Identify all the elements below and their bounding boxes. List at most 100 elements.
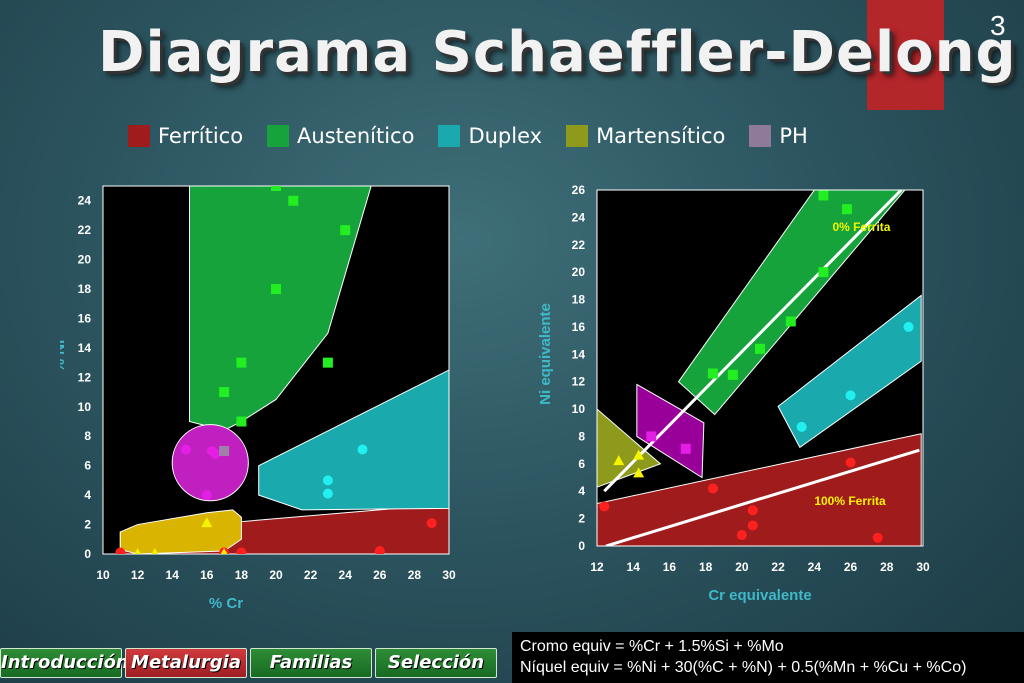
data-point bbox=[236, 547, 247, 554]
region-martenstico bbox=[597, 408, 662, 488]
y-tick-label: 18 bbox=[78, 282, 92, 296]
legend-swatch bbox=[749, 125, 772, 147]
x-tick-label: 26 bbox=[844, 560, 858, 574]
data-point bbox=[818, 190, 829, 201]
data-point bbox=[115, 547, 126, 554]
y-tick-label: 22 bbox=[572, 238, 586, 252]
data-point bbox=[613, 455, 625, 466]
title-accent-bar bbox=[867, 0, 944, 110]
y-tick-label: 20 bbox=[572, 265, 586, 279]
nav-button-introduccion[interactable]: Introducción bbox=[0, 648, 129, 678]
region-ph bbox=[636, 383, 705, 479]
region-ferrtico bbox=[597, 433, 922, 546]
data-point bbox=[134, 548, 141, 554]
y-tick-label: 6 bbox=[578, 457, 585, 471]
legend-swatch bbox=[267, 125, 290, 147]
data-point bbox=[796, 421, 807, 432]
data-point bbox=[680, 443, 691, 454]
x-tick-label: 24 bbox=[339, 568, 353, 582]
data-point bbox=[236, 416, 247, 427]
data-point bbox=[633, 467, 645, 478]
data-point bbox=[845, 457, 856, 468]
data-point bbox=[219, 387, 230, 398]
x-tick-label: 26 bbox=[373, 568, 387, 582]
x-tick-label: 18 bbox=[699, 560, 713, 574]
nav-button-metalurgia[interactable]: Metalurgia bbox=[125, 648, 247, 678]
nav-bar: Introducción Metalurgia Familias Selecci… bbox=[0, 648, 500, 678]
region-ph bbox=[171, 424, 249, 502]
legend-item-ferritico: Ferrítico bbox=[128, 124, 243, 148]
x-axis-label: % Cr bbox=[209, 595, 243, 612]
data-point bbox=[707, 368, 718, 379]
legend-item-ph: PH bbox=[749, 124, 808, 148]
legend-swatch bbox=[438, 125, 461, 147]
x-axis-label: Cr equivalente bbox=[708, 587, 811, 604]
y-tick-label: 22 bbox=[78, 223, 92, 237]
x-tick-label: 10 bbox=[96, 568, 110, 582]
legend-label: Austenítico bbox=[297, 124, 415, 148]
y-tick-label: 24 bbox=[78, 194, 92, 208]
data-point bbox=[210, 448, 221, 459]
data-point bbox=[818, 267, 829, 278]
x-tick-label: 20 bbox=[735, 560, 749, 574]
y-tick-label: 8 bbox=[84, 429, 91, 443]
legend-label: Ferrítico bbox=[158, 124, 244, 148]
data-point bbox=[872, 532, 883, 543]
y-tick-label: 4 bbox=[578, 484, 585, 498]
data-point bbox=[785, 316, 796, 327]
plot-layer bbox=[597, 190, 922, 546]
data-point bbox=[181, 444, 192, 455]
legend-label: Martensítico bbox=[596, 124, 726, 148]
data-point bbox=[201, 517, 213, 528]
y-tick-label: 4 bbox=[84, 488, 91, 502]
region-martenstico bbox=[119, 509, 242, 554]
y-tick-label: 10 bbox=[78, 400, 92, 414]
data-point bbox=[322, 475, 333, 486]
y-tick-label: 2 bbox=[84, 518, 91, 532]
ferrite-line bbox=[605, 448, 920, 546]
data-point bbox=[599, 501, 610, 512]
data-point bbox=[707, 483, 718, 494]
nav-button-seleccion[interactable]: Selección bbox=[375, 648, 497, 678]
legend-item-martensitico: Martensítico bbox=[566, 124, 725, 148]
nav-button-familias[interactable]: Familias bbox=[250, 648, 372, 678]
data-point bbox=[736, 530, 747, 541]
plot-layer bbox=[115, 186, 449, 554]
schaeffler-chart: 10 12 14 16 18 20 22 24 26 28 30024681012141618202… bbox=[60, 185, 456, 612]
data-point bbox=[220, 548, 228, 554]
x-tick-label: 30 bbox=[916, 560, 930, 574]
legend-item-duplex: Duplex bbox=[438, 124, 542, 148]
data-point bbox=[288, 195, 299, 206]
data-point bbox=[903, 321, 914, 332]
page-number: 3 bbox=[990, 10, 1006, 41]
formula-ni-equiv: Níquel equiv = %Ni + 30(%C + %N) + 0.5(%… bbox=[520, 659, 967, 676]
data-point bbox=[633, 449, 645, 460]
formula-cr-equiv: Cromo equiv = %Cr + 1.5%Si + %Mo bbox=[520, 638, 784, 655]
y-tick-label: 6 bbox=[84, 459, 91, 473]
region-duplex bbox=[258, 369, 449, 511]
y-axis-label: % Ni bbox=[60, 340, 68, 373]
y-tick-label: 16 bbox=[572, 320, 586, 334]
x-tick-label: 28 bbox=[880, 560, 894, 574]
y-tick-label: 26 bbox=[572, 183, 586, 197]
data-point bbox=[271, 186, 281, 191]
x-tick-label: 12 bbox=[590, 560, 604, 574]
legend-label: Duplex bbox=[468, 124, 543, 148]
data-point bbox=[151, 548, 159, 554]
x-tick-label: 22 bbox=[304, 568, 318, 582]
data-point bbox=[841, 204, 852, 215]
y-tick-label: 20 bbox=[78, 253, 92, 267]
data-point bbox=[201, 490, 212, 501]
y-tick-label: 24 bbox=[572, 210, 586, 224]
x-tick-label: 16 bbox=[663, 560, 677, 574]
x-tick-label: 24 bbox=[808, 560, 822, 574]
region-duplex bbox=[777, 294, 922, 449]
x-tick-label: 20 bbox=[269, 568, 283, 582]
y-tick-label: 0 bbox=[578, 539, 585, 553]
y-tick-label: 12 bbox=[572, 375, 586, 389]
y-tick-label: 12 bbox=[78, 370, 92, 384]
y-axis-label: Ni equivalente bbox=[537, 303, 554, 405]
data-point bbox=[727, 369, 738, 380]
data-point bbox=[236, 357, 247, 368]
